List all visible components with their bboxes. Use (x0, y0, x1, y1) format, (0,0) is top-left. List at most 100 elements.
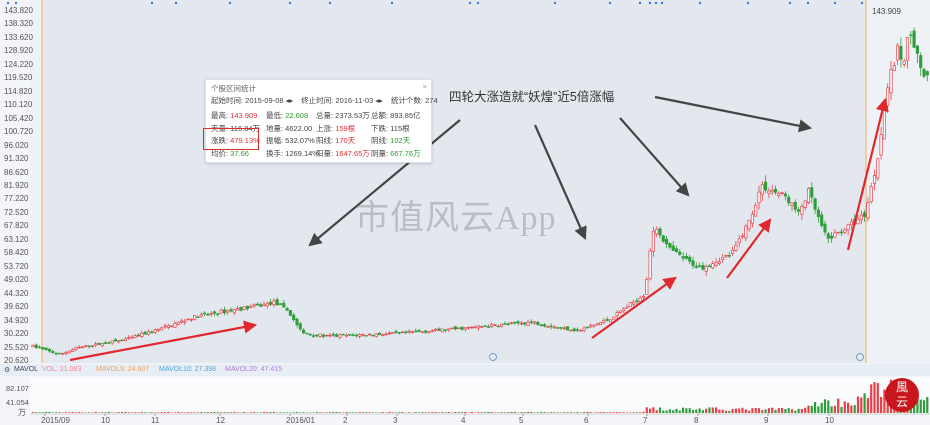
candle-body (559, 327, 563, 329)
volume-bar (919, 399, 922, 413)
gear-icon[interactable]: ⚙ (4, 367, 11, 374)
volume-bar (698, 408, 701, 413)
gray-arrow (619, 117, 690, 197)
candle-body (120, 339, 124, 342)
candle-body (529, 321, 533, 323)
stat-value: 170天 (335, 136, 356, 145)
y-tick-label: 63.120 (4, 234, 29, 244)
candle-body (734, 244, 738, 251)
volume-bar (355, 412, 358, 413)
volume-bar (639, 412, 642, 413)
candle-body (648, 250, 652, 280)
volume-bar (368, 412, 371, 413)
candle-body (711, 263, 715, 269)
candle-body (721, 256, 725, 260)
candle-body (820, 214, 824, 227)
volume-bar (342, 412, 345, 413)
volume-bar (361, 412, 365, 413)
mavol20-value: MAVOL20: 47.415 (225, 366, 283, 373)
candle-body (566, 326, 570, 331)
volume-bar (490, 412, 493, 413)
volume-bar (269, 412, 272, 413)
candle-body (813, 198, 817, 210)
volume-bar (94, 412, 97, 413)
candle-body (777, 193, 781, 196)
candle-body (645, 279, 649, 295)
candle-body (915, 45, 919, 54)
candle-body (691, 260, 695, 266)
end-date[interactable]: 终止时间: 2016-11-03 (301, 96, 374, 105)
volume-bar (804, 407, 807, 413)
candle-body (612, 316, 616, 320)
volume-bar (464, 411, 467, 413)
volume-bar (345, 412, 348, 413)
volume-bar (497, 412, 500, 413)
volume-bar (187, 412, 190, 413)
volume-bar (777, 408, 780, 413)
start-date[interactable]: 起始时间: 2015-09-08 (211, 96, 284, 105)
volume-bar (437, 412, 440, 413)
candle-body (602, 320, 606, 323)
event-marker (228, 1, 232, 5)
candle-body (348, 334, 352, 336)
volume-bar (147, 412, 150, 413)
candle-body (295, 318, 299, 326)
candle-body (575, 329, 580, 331)
volume-bar (563, 412, 566, 413)
candle-body (107, 342, 111, 344)
candle-body (655, 228, 659, 235)
candle-body (618, 310, 622, 313)
candle-body (364, 335, 368, 337)
volume-bar (569, 412, 572, 413)
candle-body (899, 46, 903, 60)
stat-item: 总额: 893.85亿 (371, 110, 421, 121)
volume-bar (500, 412, 503, 413)
volume-legend: ⚙ MAVOL VOL: 21.083 MAVOL5: 24.607 MAVOL… (0, 364, 930, 376)
volume-bar (414, 412, 417, 413)
candle-body (351, 334, 355, 336)
volume-bar (338, 412, 341, 413)
indicator-name[interactable]: MAVOL (14, 366, 38, 373)
volume-bar (408, 412, 411, 413)
volume-bar (64, 412, 68, 413)
candle-body (265, 302, 269, 307)
candle-body (839, 231, 844, 234)
volume-bar (223, 412, 226, 413)
volume-bar (124, 412, 127, 413)
volume-bar (800, 409, 803, 413)
volume-bar (272, 412, 275, 413)
candle-body (539, 324, 543, 327)
volume-bar (38, 412, 41, 413)
candle-body (401, 331, 405, 334)
event-marker (476, 1, 480, 5)
stat-label: 上涨: (316, 123, 336, 133)
candle-body (137, 334, 141, 337)
close-icon[interactable]: × (422, 82, 427, 91)
candle-body (196, 316, 200, 318)
candle-body (38, 346, 42, 349)
x-tick-label: 10 (101, 416, 110, 425)
volume-bar (850, 405, 853, 413)
info-marker-icon (489, 353, 497, 361)
volume-bar (249, 412, 252, 413)
vol-tick: 82.107 (6, 384, 29, 393)
candle-body (859, 214, 863, 221)
y-tick-label: 81.920 (4, 180, 29, 190)
candle-body (443, 329, 448, 331)
volume-bar (74, 412, 77, 413)
candle-body (420, 331, 424, 333)
volume-bar (866, 398, 869, 413)
volume-bar (434, 411, 437, 413)
info-marker-icon (856, 353, 864, 361)
volume-bar (711, 407, 714, 413)
candle-body (87, 345, 91, 347)
volume-bar (160, 412, 163, 413)
candle-body (47, 348, 52, 352)
count: 统计个数: 274 (390, 96, 438, 105)
volume-bar (335, 412, 338, 413)
volume-bar (517, 412, 520, 413)
candle-body (430, 330, 434, 332)
candle-body (892, 65, 896, 71)
stat-item: 总量: 2373.53万 (316, 110, 370, 121)
